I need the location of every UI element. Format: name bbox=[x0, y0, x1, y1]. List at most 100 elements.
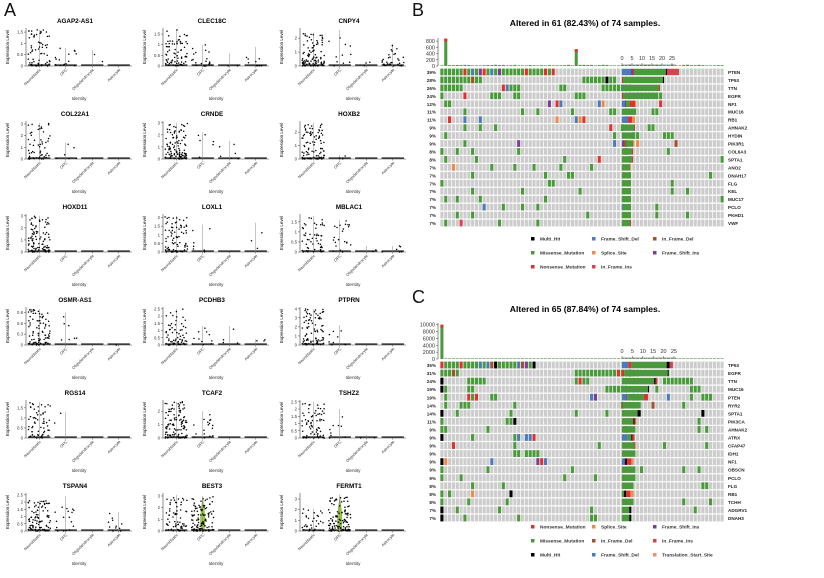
mutation-cell bbox=[721, 394, 724, 401]
y-tick-label: 0 bbox=[21, 436, 24, 441]
expression-point bbox=[196, 519, 198, 521]
expression-point bbox=[323, 155, 325, 157]
expression-point bbox=[201, 341, 203, 343]
mutation-cell bbox=[678, 426, 681, 433]
mutation-cell bbox=[502, 418, 505, 425]
gene-name: VWF bbox=[728, 221, 738, 226]
expression-point bbox=[42, 529, 44, 531]
mutation-cell bbox=[655, 426, 658, 433]
mutation-cell bbox=[697, 180, 700, 187]
mutation-cell bbox=[494, 85, 497, 92]
mutation-cell bbox=[548, 132, 551, 139]
tmb-bar bbox=[632, 358, 635, 359]
mutation-cell bbox=[475, 164, 478, 171]
x-tick-label: Neuroblastic bbox=[297, 160, 316, 179]
expression-point bbox=[193, 424, 195, 426]
mutation-cell bbox=[467, 172, 470, 179]
mutation-cell bbox=[594, 386, 597, 393]
gene-name: PKHD1 bbox=[728, 213, 744, 218]
mutation-cell bbox=[448, 124, 451, 131]
expression-point bbox=[323, 408, 325, 410]
expression-point bbox=[181, 158, 183, 160]
mutation-cell bbox=[544, 156, 547, 163]
mutation-cell bbox=[509, 116, 512, 123]
mutation-cell bbox=[598, 386, 601, 393]
mutation-cell bbox=[555, 180, 558, 187]
mutation-cell bbox=[613, 402, 616, 409]
mutation-cell bbox=[678, 196, 681, 203]
mutation-cell bbox=[598, 188, 601, 195]
expression-point bbox=[168, 338, 170, 340]
y-axis-label: Expression Level bbox=[279, 216, 284, 250]
mutation-cell bbox=[705, 394, 708, 401]
mutation-cell bbox=[475, 69, 478, 76]
mutation-cell bbox=[617, 108, 620, 115]
expression-point bbox=[47, 425, 49, 427]
gene-bar-x-tick-label: 10 bbox=[639, 56, 645, 62]
mutation-cell bbox=[536, 164, 539, 171]
x-axis-label: Identity bbox=[346, 468, 362, 473]
mutation-cell bbox=[651, 188, 654, 195]
expression-point bbox=[68, 53, 70, 55]
mutation-cell bbox=[471, 108, 474, 115]
mutation-cell bbox=[490, 156, 493, 163]
expression-point bbox=[115, 344, 117, 346]
mutation-cell bbox=[721, 196, 724, 203]
mutation-cell bbox=[659, 180, 662, 187]
expression-point bbox=[48, 233, 50, 235]
expression-point bbox=[204, 251, 206, 253]
mutation-cell bbox=[548, 378, 551, 385]
expression-point bbox=[307, 141, 309, 143]
mutation-cell bbox=[529, 69, 532, 76]
mutation-cell bbox=[598, 418, 601, 425]
gene-mutation-bar-segment bbox=[644, 394, 648, 400]
mutation-cell bbox=[452, 204, 455, 211]
expression-point bbox=[196, 65, 198, 67]
expression-point bbox=[331, 503, 333, 505]
y-tick-label: 1.5 bbox=[17, 507, 24, 512]
x-tick-label: Oligodendrocyte bbox=[71, 253, 96, 278]
mutation-cell bbox=[659, 386, 662, 393]
mutation-cell bbox=[517, 116, 520, 123]
expression-point bbox=[177, 60, 179, 62]
mutation-cell bbox=[717, 362, 720, 369]
expression-point bbox=[223, 342, 225, 344]
expression-point bbox=[33, 404, 35, 406]
expression-point bbox=[28, 419, 30, 421]
mutation-cell bbox=[540, 386, 543, 393]
mutation-cell bbox=[705, 386, 708, 393]
gene-bar-x-tick-label: 15 bbox=[650, 349, 656, 355]
expression-point bbox=[32, 233, 34, 235]
mutation-cell bbox=[682, 132, 685, 139]
mutation-cell bbox=[648, 410, 651, 417]
mutation-cell bbox=[529, 220, 532, 227]
mutation-cell bbox=[686, 92, 689, 99]
mutation-cell bbox=[456, 204, 459, 211]
mutation-cell bbox=[548, 394, 551, 401]
mutation-cell bbox=[548, 124, 551, 131]
expression-point bbox=[39, 338, 41, 340]
gene-mutation-bar-segment bbox=[632, 156, 633, 162]
x-tick-label: Neuroblastic bbox=[160, 532, 179, 551]
mutation-cell bbox=[667, 212, 670, 219]
mutation-cell bbox=[594, 434, 597, 441]
gene-mutation-bar-segment bbox=[623, 77, 663, 83]
gene-bar-x-tick-label: 25 bbox=[669, 56, 675, 62]
mutation-cell bbox=[525, 418, 528, 425]
expression-point bbox=[38, 158, 40, 160]
y-tick-label: 1 bbox=[158, 328, 161, 333]
mutation-cell bbox=[609, 386, 612, 393]
expression-point bbox=[345, 497, 347, 499]
mutation-cell bbox=[490, 394, 493, 401]
tmb-bar bbox=[713, 358, 716, 359]
expression-point bbox=[44, 147, 46, 149]
mutation-cell bbox=[509, 370, 512, 377]
expression-point bbox=[32, 519, 34, 521]
mutation-cell bbox=[544, 172, 547, 179]
mutation-cell bbox=[571, 212, 574, 219]
expression-point bbox=[31, 30, 33, 32]
mutation-cell bbox=[494, 362, 497, 369]
tmb-bar bbox=[475, 65, 478, 66]
expression-point bbox=[44, 327, 46, 329]
x-tick-label: Neuroblastic bbox=[160, 253, 179, 272]
